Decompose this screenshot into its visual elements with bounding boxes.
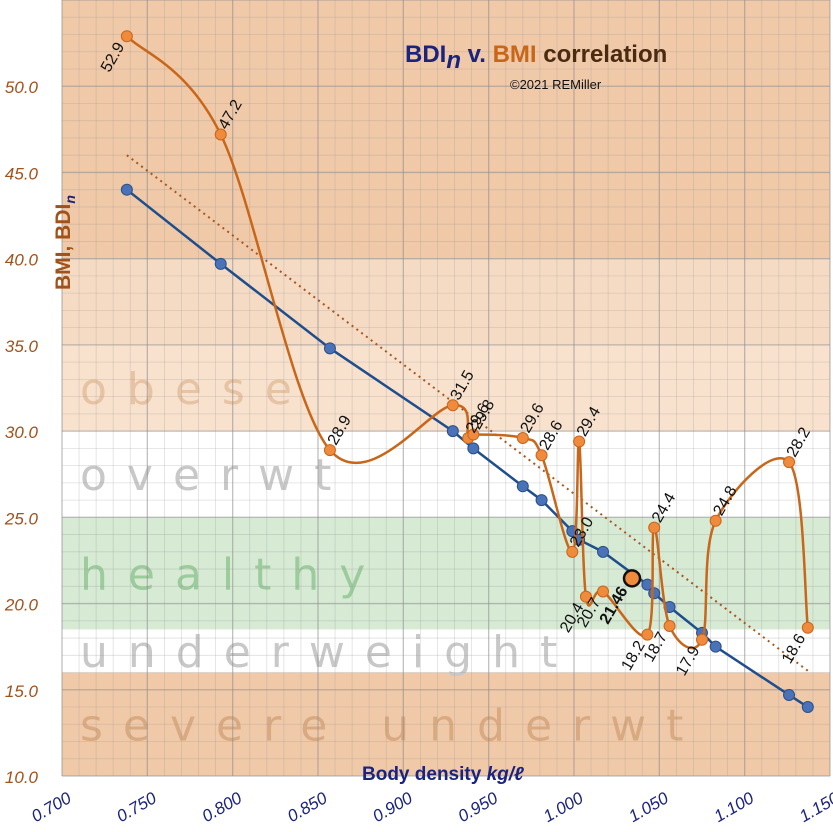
- chart-subtitle: ©2021 REMiller: [510, 77, 602, 92]
- y-tick-label: 30.0: [5, 423, 39, 442]
- x-tick-labels: 0.700 0.750 0.800 0.850 0.900 0.950 1.000 1.050…: [28, 788, 833, 826]
- y-tick-label: 45.0: [5, 164, 39, 183]
- bdi-point: [323, 342, 336, 355]
- title-bdi: BDI: [405, 41, 446, 68]
- bmi-point: [573, 435, 586, 448]
- bmi-point: [783, 456, 796, 469]
- bmi-point: [566, 545, 579, 558]
- zone-band: [62, 0, 830, 259]
- zone-band: [62, 517, 830, 630]
- highlight-point: [622, 569, 642, 588]
- bmi-point: [709, 514, 722, 527]
- y-tick-label: 50.0: [5, 78, 39, 97]
- bmi-point: [446, 399, 459, 412]
- bmi-point: [696, 633, 708, 646]
- bmi-point: [214, 128, 227, 141]
- x-tick-label: 0.850: [284, 788, 331, 826]
- x-tick-label: 0.900: [369, 788, 416, 826]
- bdi-point: [709, 640, 722, 653]
- title-v: v.: [461, 41, 493, 68]
- bmi-point: [323, 444, 336, 457]
- bmi-point: [120, 30, 133, 43]
- bdi-point: [120, 183, 133, 196]
- zone-band: [62, 258, 830, 345]
- chart-title: BDIn v. BMI correlation: [405, 41, 667, 74]
- x-tick-label: 1.100: [711, 788, 758, 826]
- x-tick-label: 1.050: [625, 788, 672, 826]
- zone-label: severe underwt: [80, 700, 703, 751]
- xlabel-unit: kg/ℓ: [487, 764, 524, 785]
- xlabel-main: Body density: [362, 764, 487, 785]
- title-bdi-sub: n: [446, 47, 461, 74]
- bdi-point: [535, 494, 548, 507]
- zone-label: obese: [80, 364, 312, 415]
- bdi-point: [801, 701, 814, 714]
- bmi-point: [663, 619, 676, 632]
- title-bmi: BMI: [493, 41, 537, 68]
- x-tick-label: 1.150: [796, 788, 833, 826]
- zone-band: [62, 431, 830, 518]
- zone-band: [62, 344, 830, 432]
- bmi-point: [516, 432, 529, 445]
- zone-label: underweight: [80, 627, 577, 678]
- bdi-point: [783, 688, 796, 701]
- y-tick-label: 35.0: [5, 337, 39, 356]
- x-tick-label: 0.700: [28, 788, 75, 826]
- bmi-point: [535, 449, 548, 462]
- y-tick-label: 40.0: [5, 251, 39, 270]
- y-tick-label: 15.0: [5, 682, 39, 701]
- y-tick-label: 25.0: [4, 509, 39, 528]
- x-tick-label: 1.000: [540, 788, 587, 826]
- x-axis-label: Body density kg/ℓ: [362, 764, 524, 785]
- bdi-point: [467, 442, 480, 455]
- bmi-series: [120, 30, 814, 650]
- bdi-point: [214, 257, 227, 270]
- title-correlation: correlation: [537, 41, 668, 68]
- ylabel-bmi: BMI, BDI: [52, 204, 75, 290]
- y-tick-labels: 10.0 15.0 20.0 25.0 30.0 35.0 40.0 45.0 50.0: [4, 78, 39, 787]
- ylabel-sub: n: [62, 195, 78, 204]
- bmi-point: [467, 428, 480, 441]
- bdi-point: [648, 587, 661, 600]
- x-tick-label: 0.750: [113, 788, 160, 826]
- bdi-point: [516, 480, 529, 493]
- bmi-point: [579, 590, 592, 603]
- x-tick-label: 0.800: [199, 788, 246, 826]
- y-tick-label: 20.0: [4, 596, 39, 615]
- bmi-point: [597, 585, 610, 598]
- y-tick-label: 10.0: [5, 768, 39, 787]
- bdi-point: [446, 425, 459, 438]
- bdi-point: [597, 545, 610, 558]
- bmi-point: [801, 621, 814, 634]
- zone-labels: severe underwtunderweighthealthyoverwtob…: [80, 364, 703, 751]
- zone-label: overwt: [80, 450, 351, 501]
- bmi-point: [641, 628, 654, 641]
- grid: [61, 0, 831, 777]
- y-axis-label: BMI, BDIn: [52, 195, 78, 290]
- x-tick-label: 0.950: [455, 788, 502, 826]
- bmi-point: [648, 521, 661, 534]
